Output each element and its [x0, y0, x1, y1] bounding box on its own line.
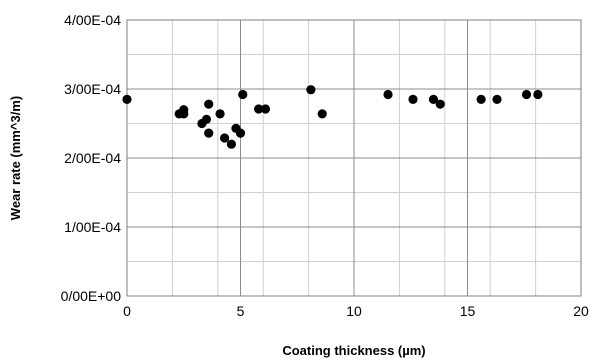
x-axis-title: Coating thickness (µm) — [282, 343, 425, 358]
data-point — [435, 99, 445, 109]
y-tick-label: 2/00E-04 — [64, 150, 121, 166]
data-point — [204, 99, 214, 109]
x-tick-label: 20 — [573, 303, 589, 319]
data-point — [204, 128, 214, 138]
y-tick-label: 3/00E-04 — [64, 81, 121, 97]
y-tick-label: 0/00E+00 — [61, 288, 122, 304]
plot-area — [126, 19, 582, 297]
y-tick-label: 1/00E-04 — [64, 219, 121, 235]
data-point — [492, 94, 502, 104]
data-point — [179, 109, 189, 119]
y-tick-labels: 0/00E+00 1/00E-04 2/00E-04 3/00E-04 4/00E-04 — [61, 12, 122, 304]
data-point — [226, 139, 237, 149]
data-point — [238, 89, 248, 100]
data-point — [254, 104, 264, 114]
data-point — [317, 109, 327, 119]
y-axis-title: Wear rate (mm^3/m) — [8, 96, 23, 220]
grid — [126, 19, 582, 297]
x-tick-label: 5 — [237, 303, 245, 319]
data-point — [201, 114, 212, 124]
data-point — [260, 104, 271, 114]
x-tick-labels: 0 5 10 15 20 — [123, 303, 589, 319]
data-points — [122, 85, 543, 149]
data-point — [476, 94, 486, 104]
x-tick-label: 10 — [346, 303, 362, 319]
x-tick-label: 15 — [460, 303, 476, 319]
data-point — [521, 89, 532, 100]
data-point — [215, 109, 225, 119]
data-point — [220, 133, 230, 143]
data-point — [235, 128, 246, 138]
data-point — [122, 94, 132, 104]
data-point — [408, 94, 418, 104]
x-tick-label: 0 — [123, 303, 131, 319]
data-point — [383, 89, 393, 100]
data-point — [428, 94, 439, 104]
data-point — [533, 89, 543, 100]
data-point — [306, 85, 316, 95]
y-tick-label: 4/00E-04 — [64, 12, 121, 28]
